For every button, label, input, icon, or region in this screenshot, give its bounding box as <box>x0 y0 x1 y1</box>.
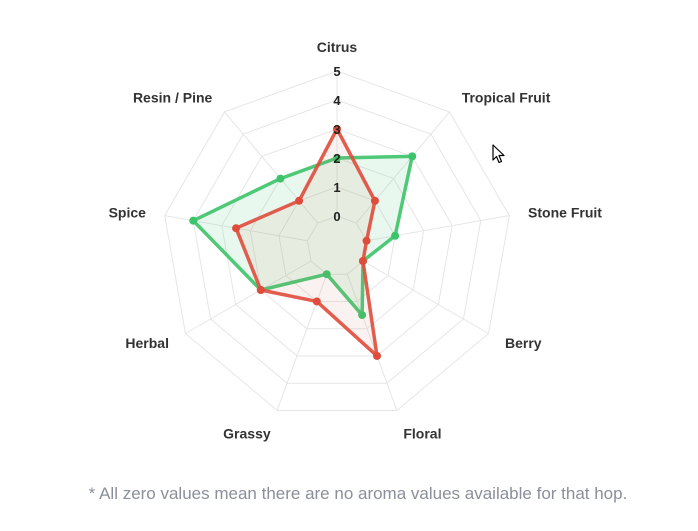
radar-axis-labels: Citrus Tropical Fruit Stone Fruit Berry Flor… <box>109 39 603 441</box>
radar-tick-labels: 0 1 2 3 4 5 <box>333 64 341 224</box>
tick-label: 5 <box>333 64 340 79</box>
grid-spoke <box>224 111 319 224</box>
grid-ring <box>249 157 425 330</box>
data-point <box>312 297 321 306</box>
footnote: * All zero values mean there are no arom… <box>88 484 628 503</box>
tick-label: 2 <box>333 151 340 166</box>
data-point <box>333 125 341 133</box>
axis-label: Spice <box>109 204 147 220</box>
data-point <box>358 257 367 265</box>
data-point <box>358 311 367 320</box>
radar-series <box>189 125 417 360</box>
mouse-cursor-icon <box>492 144 505 164</box>
axis-label: Herbal <box>125 335 169 351</box>
grid-ring <box>192 99 482 384</box>
data-point <box>370 196 379 205</box>
grid-spoke <box>362 260 489 334</box>
grid-ring <box>306 215 368 275</box>
axis-label: Stone Fruit <box>528 204 602 220</box>
grid-spoke <box>276 274 328 411</box>
axis-label: Berry <box>505 335 542 351</box>
tick-label: 4 <box>333 93 341 108</box>
data-point <box>189 216 198 225</box>
grid-spoke <box>355 111 450 224</box>
axis-label: Floral <box>403 425 441 441</box>
tick-label: 0 <box>333 209 340 224</box>
axis-label: Grassy <box>223 425 271 441</box>
tick-label: 1 <box>333 180 340 195</box>
data-point <box>408 152 417 161</box>
data-point <box>295 196 304 205</box>
data-point <box>362 236 371 245</box>
grid-spoke <box>185 260 312 334</box>
axis-label: Citrus <box>317 39 358 55</box>
grid-ring <box>278 186 396 302</box>
series-line <box>191 154 414 317</box>
grid-ring <box>164 70 510 411</box>
data-point <box>256 286 265 294</box>
data-point <box>391 231 400 240</box>
data-point <box>333 154 341 162</box>
grid-spoke <box>366 215 510 242</box>
tick-label: 3 <box>333 122 340 137</box>
axis-label: Tropical Fruit <box>462 89 551 105</box>
axis-label: Resin / Pine <box>133 89 213 105</box>
series-2 <box>232 125 382 360</box>
data-point <box>373 351 382 360</box>
grid-ring <box>221 128 453 357</box>
data-point <box>232 224 241 233</box>
series-line <box>234 127 379 358</box>
data-point <box>276 174 285 183</box>
data-point <box>322 270 331 279</box>
grid-spoke <box>346 274 398 411</box>
